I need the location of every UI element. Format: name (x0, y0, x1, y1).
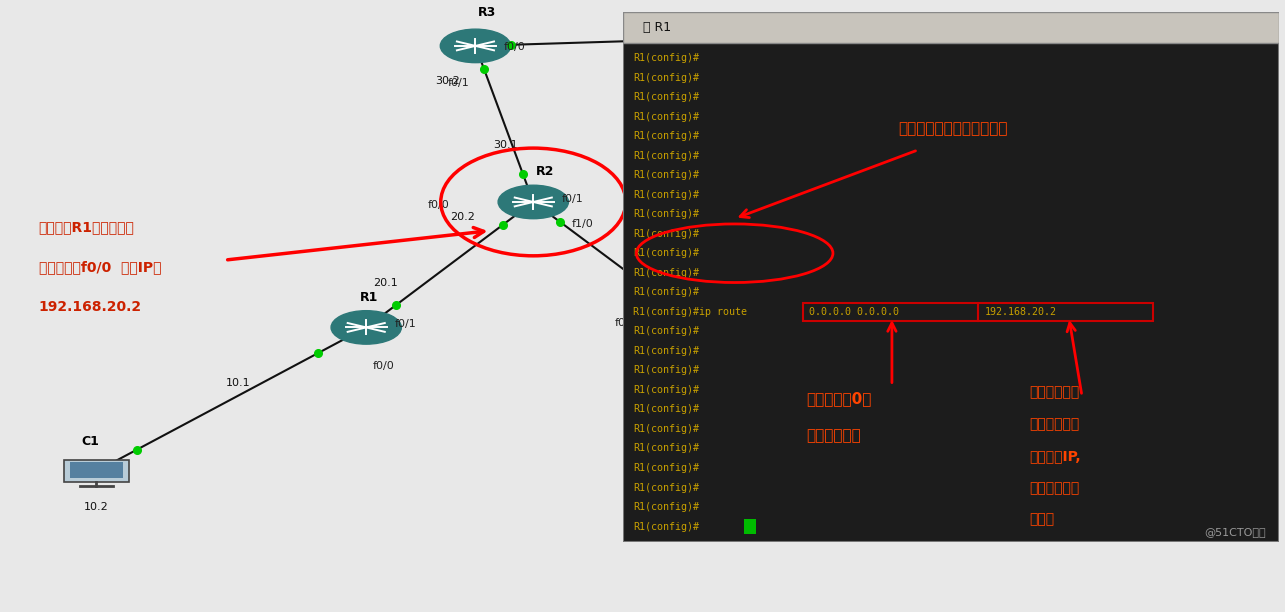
Text: C1: C1 (81, 435, 99, 447)
Text: R1: R1 (360, 291, 378, 304)
Text: 这里就是R1进入下一个: 这里就是R1进入下一个 (39, 220, 135, 234)
Text: R1(config)#: R1(config)# (634, 151, 699, 160)
Text: f0/0: f0/0 (614, 318, 636, 328)
Text: 代表任意网段: 代表任意网段 (807, 428, 861, 443)
Text: R1(config)#: R1(config)# (634, 346, 699, 356)
Text: f0/0: f0/0 (373, 361, 394, 371)
Text: R1(config)#: R1(config)# (634, 326, 699, 337)
Text: R3: R3 (478, 6, 496, 19)
Circle shape (441, 29, 510, 62)
Text: R1(config)#: R1(config)# (634, 111, 699, 122)
Text: 的地址: 的地址 (1029, 512, 1055, 526)
Text: @51CTO博客: @51CTO博客 (1204, 528, 1266, 537)
Text: 10.2: 10.2 (84, 502, 108, 512)
Text: R2: R2 (536, 165, 554, 178)
Text: 路由接口IP,: 路由接口IP, (1029, 449, 1081, 463)
Text: f0/1: f0/1 (447, 78, 469, 88)
Text: R1(config)#: R1(config)# (634, 502, 699, 512)
Text: 20.1: 20.1 (373, 278, 398, 288)
Text: 30.1: 30.1 (493, 140, 518, 150)
Text: R1(config)#: R1(config)# (634, 92, 699, 102)
Text: R1(config)#: R1(config)# (634, 287, 699, 297)
FancyBboxPatch shape (623, 12, 1279, 43)
FancyBboxPatch shape (739, 26, 803, 48)
Text: 20.2: 20.2 (451, 212, 475, 222)
Text: 30.2: 30.2 (436, 76, 460, 86)
Text: R1(config)#: R1(config)# (634, 131, 699, 141)
Text: R1(config)#: R1(config)# (634, 365, 699, 375)
Text: f0/0: f0/0 (428, 200, 450, 210)
FancyBboxPatch shape (744, 519, 757, 534)
Text: R1(config)#: R1(config)# (634, 248, 699, 258)
Text: R1(config)#: R1(config)# (634, 229, 699, 239)
Text: f1/0: f1/0 (572, 219, 594, 229)
Text: R1(config)#ip route: R1(config)#ip route (634, 307, 753, 317)
Text: R1(config)#: R1(config)# (634, 268, 699, 278)
Text: R1(config)#: R1(config)# (634, 170, 699, 180)
Text: 0.0.0.0 0.0.0.0: 0.0.0.0 0.0.0.0 (808, 307, 898, 317)
FancyBboxPatch shape (744, 28, 798, 43)
Text: 🖥 R1: 🖥 R1 (642, 21, 671, 34)
Text: 192.168.20.2: 192.168.20.2 (39, 300, 141, 314)
Text: R1(config)#: R1(config)# (634, 190, 699, 200)
Text: R1(config)#: R1(config)# (634, 209, 699, 219)
Text: R1(config)#: R1(config)# (634, 53, 699, 63)
Circle shape (646, 296, 716, 329)
Text: R1(config)#: R1(config)# (634, 444, 699, 453)
Text: R4: R4 (684, 306, 702, 319)
Text: R1(config)#: R1(config)# (634, 424, 699, 434)
FancyBboxPatch shape (64, 460, 128, 482)
FancyBboxPatch shape (623, 12, 1279, 542)
Text: 需要到下一个: 需要到下一个 (1029, 417, 1079, 431)
Text: 也就是下一跳: 也就是下一跳 (1029, 481, 1079, 494)
Text: 这里的几个0是: 这里的几个0是 (807, 390, 873, 406)
Text: 注意的是需要在全局模式下: 注意的是需要在全局模式下 (898, 121, 1007, 136)
Text: f0/0: f0/0 (504, 42, 526, 52)
Text: 192.168.20.2: 192.168.20.2 (984, 307, 1056, 317)
Text: 路由的接口f0/0  他的IP是: 路由的接口f0/0 他的IP是 (39, 260, 161, 274)
Text: R1(config)#: R1(config)# (634, 463, 699, 473)
Circle shape (499, 185, 568, 218)
Text: 50.1: 50.1 (632, 233, 657, 242)
Text: R1(config)#: R1(config)# (634, 482, 699, 493)
Text: R1(config)#: R1(config)# (634, 73, 699, 83)
Text: f0/1: f0/1 (562, 194, 583, 204)
Text: f0/1: f0/1 (394, 319, 416, 329)
Text: 50.2: 50.2 (644, 282, 668, 291)
Circle shape (332, 311, 401, 344)
Text: R1(config)#: R1(config)# (634, 385, 699, 395)
FancyBboxPatch shape (69, 462, 123, 478)
Text: 10.1: 10.1 (226, 378, 251, 387)
Text: R1(config)#: R1(config)# (634, 521, 699, 532)
Text: 这里是指数据: 这里是指数据 (1029, 386, 1079, 400)
Text: R1(config)#: R1(config)# (634, 405, 699, 414)
